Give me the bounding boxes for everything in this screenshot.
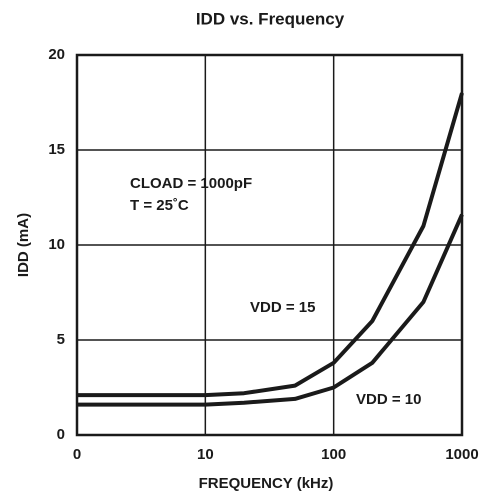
x-tick-label: 10 [197,446,214,463]
y-axis-label: IDD (mA) [15,213,32,277]
series-label: VDD = 15 [250,299,315,316]
data-line [77,92,464,398]
x-tick-label: 0 [73,446,81,463]
data-line [77,213,464,407]
y-tick-label: 5 [57,331,65,348]
x-tick-label: 1000 [445,446,478,463]
x-axis-label: FREQUENCY (kHz) [199,475,334,492]
y-tick-label: 0 [57,426,65,443]
x-tick-label: 100 [321,446,346,463]
y-tick-label: 10 [48,236,65,253]
chart-title: IDD vs. Frequency [196,9,345,28]
annotation: CLOAD = 1000pF [130,175,252,192]
annotation: T = 25˚C [130,197,189,214]
y-tick-label: 15 [48,141,65,158]
series-label: VDD = 10 [356,391,421,408]
y-tick-label: 20 [48,46,65,63]
